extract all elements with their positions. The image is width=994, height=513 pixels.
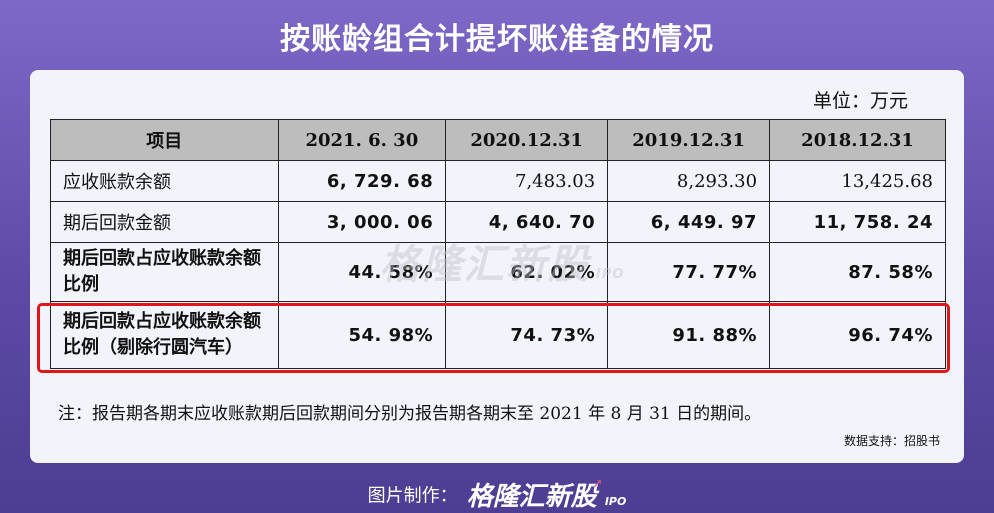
cell-value: 91. 88% — [607, 301, 771, 369]
column-header-2019: 2019.12.31 — [607, 119, 771, 161]
cell-value: 8,293.30 — [607, 160, 771, 202]
cell-value: 11, 758. 24 — [769, 201, 946, 243]
table-row: 期后回款占应收账款余额比例（剔除行圆汽车） 54. 98% 74. 73% 91… — [50, 301, 946, 369]
table-header-row: 项目 2021. 6. 30 2020.12.31 2019.12.31 201… — [50, 119, 946, 161]
unit-label: 单位：万元 — [812, 90, 908, 112]
cell-value: 77. 77% — [607, 242, 771, 302]
column-header-2018: 2018.12.31 — [769, 119, 946, 161]
data-table: 项目 2021. 6. 30 2020.12.31 2019.12.31 201… — [50, 119, 946, 369]
cell-value: 6, 729. 68 — [277, 160, 447, 202]
cell-value: 54. 98% — [277, 301, 447, 369]
highlight-box — [37, 303, 950, 373]
footer-brand: 格隆汇新股 — [466, 482, 597, 512]
cell-value: 74. 73% — [445, 301, 609, 369]
data-source: 数据支持：招股书 — [843, 434, 940, 448]
arrow-icon: ➚ — [592, 476, 603, 490]
cell-value: 96. 74% — [769, 301, 946, 369]
footnote: 注：报告期各期末应收账款期后回款期间分别为报告期各期末至 2021 年 8 月 … — [58, 404, 762, 424]
watermark-ipo: IPO — [596, 267, 625, 282]
cell-value: 6, 449. 97 — [607, 201, 771, 243]
footer-ipo: IPO — [604, 495, 627, 508]
content-card: 单位：万元 项目 2021. 6. 30 2020.12.31 2019.12.… — [30, 70, 964, 463]
watermark-logo: 格隆汇新股 IPO — [380, 232, 624, 290]
table-row: 应收账款余额 6, 729. 68 7,483.03 8,293.30 13,4… — [50, 160, 946, 202]
row-label: 期后回款占应收账款余额比例 — [50, 242, 279, 302]
cell-value: 13,425.68 — [769, 160, 946, 202]
watermark-brand: 格隆汇新股 — [380, 242, 590, 288]
row-label: 期后回款占应收账款余额比例（剔除行圆汽车） — [50, 301, 279, 369]
column-header-2020: 2020.12.31 — [445, 119, 609, 161]
cell-value: 7,483.03 — [445, 160, 609, 202]
footer-label: 图片制作： — [367, 485, 458, 507]
row-label: 期后回款金额 — [50, 201, 279, 243]
footer-credit: 图片制作： 格隆汇新股➚IPO — [0, 476, 994, 513]
row-label: 应收账款余额 — [50, 160, 279, 202]
column-header-item: 项目 — [50, 119, 279, 161]
page-title: 按账龄组合计提坏账准备的情况 — [280, 22, 714, 57]
cell-value: 44. 58% — [277, 242, 447, 302]
column-header-2021: 2021. 6. 30 — [277, 119, 447, 161]
cell-value: 3, 000. 06 — [277, 201, 447, 243]
table-row: 期后回款金额 3, 000. 06 4, 640. 70 6, 449. 97 … — [50, 201, 946, 243]
cell-value: 87. 58% — [769, 242, 946, 302]
